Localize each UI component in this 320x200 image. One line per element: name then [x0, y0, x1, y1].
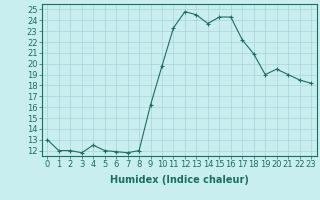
X-axis label: Humidex (Indice chaleur): Humidex (Indice chaleur): [110, 175, 249, 185]
